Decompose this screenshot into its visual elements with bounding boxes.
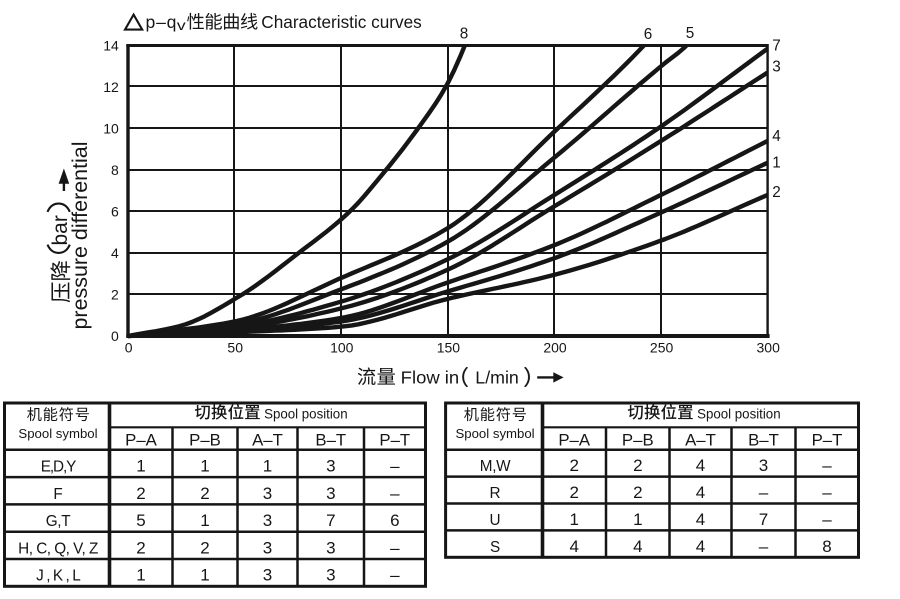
svg-text:2: 2: [569, 456, 578, 475]
svg-text:2: 2: [111, 287, 119, 303]
svg-text:Spool position: Spool position: [697, 405, 781, 421]
svg-text:1: 1: [772, 154, 781, 171]
svg-text:–: –: [822, 483, 832, 502]
svg-text:3: 3: [263, 538, 272, 557]
svg-text:2: 2: [633, 483, 642, 502]
svg-text:2: 2: [200, 538, 209, 557]
svg-text:p–q: p–q: [146, 12, 178, 32]
svg-text:8: 8: [460, 25, 469, 42]
svg-text:8: 8: [111, 162, 119, 178]
svg-text:P–T: P–T: [812, 430, 843, 449]
svg-text:4: 4: [111, 245, 119, 261]
svg-text:8: 8: [822, 537, 831, 556]
svg-text:1: 1: [136, 457, 145, 476]
svg-text:–: –: [759, 483, 769, 502]
svg-text:6: 6: [390, 511, 399, 530]
svg-text:–: –: [822, 456, 832, 475]
svg-text:A–T: A–T: [685, 430, 716, 449]
svg-text:A–T: A–T: [252, 430, 283, 449]
svg-text:6: 6: [111, 204, 119, 220]
svg-text:2: 2: [200, 484, 209, 503]
svg-text:P–B: P–B: [189, 430, 221, 449]
svg-text:3: 3: [326, 484, 335, 503]
svg-text:3: 3: [263, 511, 272, 530]
svg-text:4: 4: [569, 537, 578, 556]
svg-text:4: 4: [696, 456, 705, 475]
svg-text:Flow in: Flow in: [401, 368, 460, 388]
svg-text:–: –: [390, 538, 400, 557]
svg-text:B–T: B–T: [315, 430, 346, 449]
svg-text:3: 3: [326, 457, 335, 476]
svg-text:1: 1: [200, 566, 209, 585]
svg-text:50: 50: [227, 339, 243, 355]
svg-text:3: 3: [326, 538, 335, 557]
svg-text:7: 7: [326, 511, 335, 530]
svg-text:4: 4: [696, 510, 705, 529]
svg-text:7: 7: [772, 37, 781, 54]
svg-text:3: 3: [772, 58, 781, 75]
svg-text:M,W: M,W: [480, 458, 511, 475]
svg-text:2: 2: [136, 538, 145, 557]
svg-text:7: 7: [759, 510, 768, 529]
svg-text:–: –: [390, 457, 400, 476]
svg-text:1: 1: [569, 510, 578, 529]
svg-text:E,D,Y: E,D,Y: [41, 459, 76, 476]
svg-text:100: 100: [330, 339, 354, 355]
svg-text:1: 1: [200, 511, 209, 530]
svg-text:1: 1: [633, 510, 642, 529]
svg-text:P–A: P–A: [558, 430, 591, 449]
svg-text:14: 14: [103, 38, 119, 54]
svg-text:G,T: G,T: [46, 513, 71, 530]
svg-text:4: 4: [772, 128, 781, 145]
svg-text:3: 3: [326, 566, 335, 585]
svg-text:bar: bar: [49, 215, 72, 245]
svg-text:1: 1: [200, 457, 209, 476]
svg-text:150: 150: [437, 339, 461, 355]
svg-text:P–T: P–T: [379, 430, 410, 449]
svg-text:H, C, Q, V, Z: H, C, Q, V, Z: [18, 540, 98, 557]
svg-text:4: 4: [696, 537, 705, 556]
svg-text:6: 6: [644, 26, 653, 43]
svg-text:1: 1: [263, 457, 272, 476]
svg-text:12: 12: [103, 79, 119, 95]
svg-text:300: 300: [757, 339, 781, 355]
svg-text:pressure differential: pressure differential: [69, 142, 92, 330]
svg-text:–: –: [822, 510, 832, 529]
svg-text:S: S: [490, 539, 500, 556]
svg-text:4: 4: [696, 483, 705, 502]
svg-text:1: 1: [136, 566, 145, 585]
svg-text:R: R: [490, 485, 501, 502]
svg-text:–: –: [390, 484, 400, 503]
svg-text:L/min: L/min: [475, 368, 519, 388]
svg-text:10: 10: [103, 121, 119, 137]
svg-text:Spool symbol: Spool symbol: [18, 426, 97, 441]
svg-text:4: 4: [633, 537, 642, 556]
svg-text:0: 0: [125, 339, 133, 355]
svg-text:P–B: P–B: [622, 430, 654, 449]
svg-text:B–T: B–T: [748, 430, 779, 449]
svg-text:5: 5: [686, 25, 695, 42]
svg-text:3: 3: [263, 566, 272, 585]
svg-text:200: 200: [543, 339, 567, 355]
svg-text:250: 250: [650, 339, 674, 355]
svg-text:–: –: [759, 537, 769, 556]
svg-text:Characteristic curves: Characteristic curves: [261, 12, 421, 32]
svg-text:3: 3: [263, 484, 272, 503]
svg-text:3: 3: [759, 456, 768, 475]
svg-text:2: 2: [772, 184, 781, 201]
svg-text:Spool symbol: Spool symbol: [455, 426, 534, 441]
svg-text:2: 2: [136, 484, 145, 503]
svg-text:U: U: [490, 512, 501, 529]
svg-text:0: 0: [111, 328, 119, 344]
svg-text:F: F: [53, 486, 62, 503]
svg-text:2: 2: [633, 456, 642, 475]
svg-text:P–A: P–A: [125, 430, 158, 449]
svg-text:Spool position: Spool position: [264, 405, 348, 421]
svg-text:2: 2: [569, 483, 578, 502]
svg-text:–: –: [390, 566, 400, 585]
svg-text:v: v: [177, 17, 186, 33]
svg-text:J , K , L: J , K , L: [36, 568, 80, 585]
svg-text:5: 5: [136, 511, 145, 530]
